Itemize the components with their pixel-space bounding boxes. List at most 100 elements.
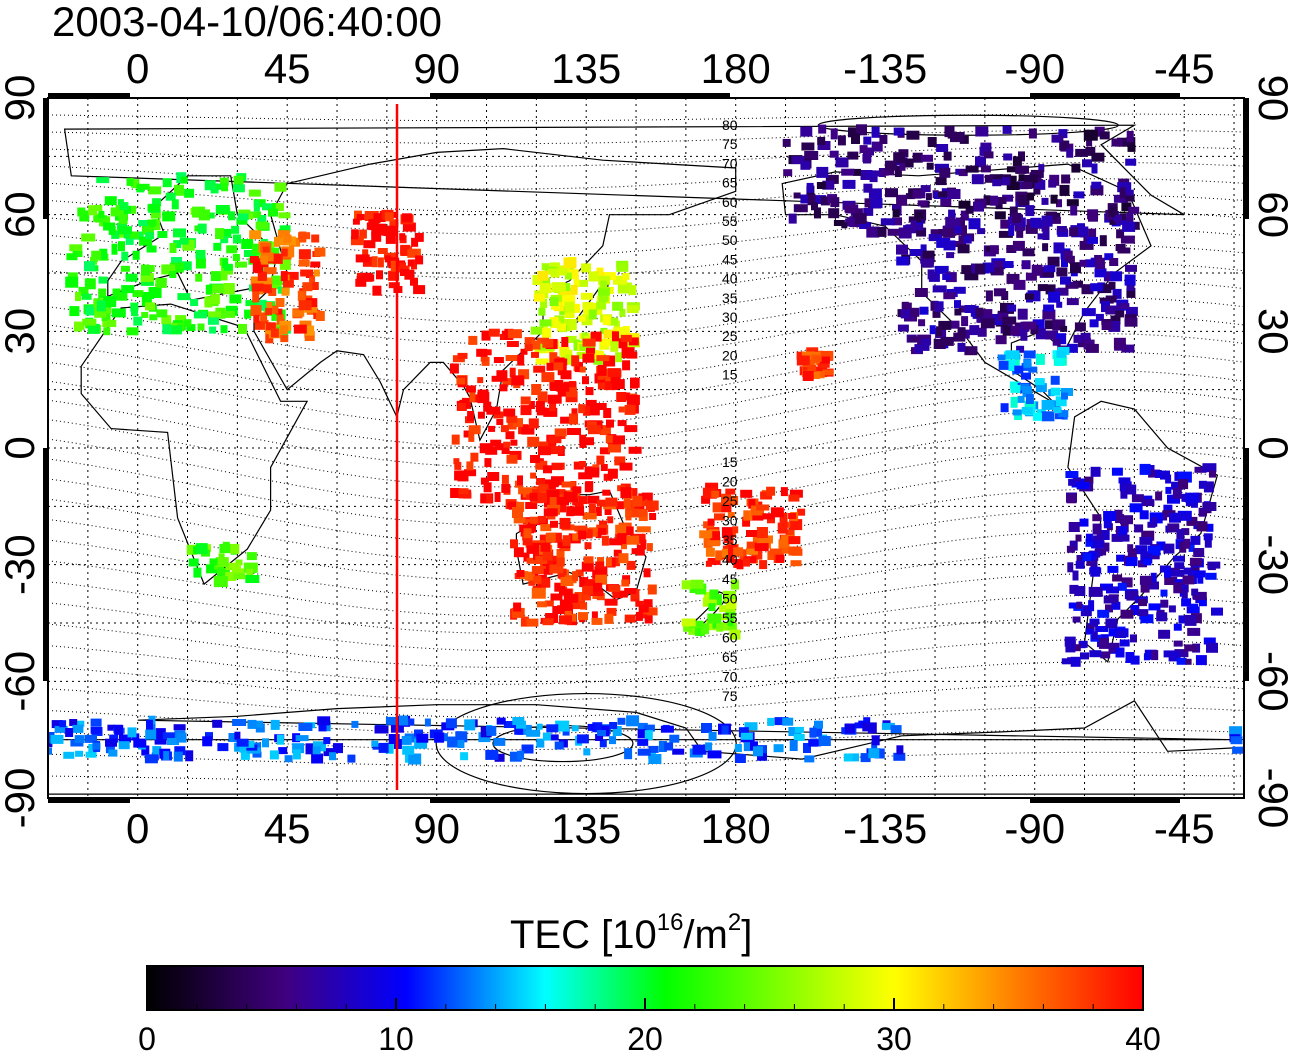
tec-cell xyxy=(1118,526,1128,537)
tec-cell xyxy=(568,415,576,424)
tec-cell xyxy=(1173,582,1183,594)
tec-cell xyxy=(229,294,242,304)
tec-cell xyxy=(1079,518,1089,527)
tec-cell xyxy=(1088,600,1095,612)
tec-cell xyxy=(512,717,525,725)
tec-cell xyxy=(210,271,221,282)
tec-cell xyxy=(644,615,653,624)
axis-bar xyxy=(1030,798,1180,803)
tec-cell xyxy=(526,618,539,627)
tec-cell xyxy=(1158,629,1171,639)
tec-cell xyxy=(152,198,162,207)
tec-cell xyxy=(844,206,855,213)
tec-cell xyxy=(1073,334,1083,343)
tec-cell xyxy=(173,228,186,238)
tec-cell xyxy=(867,170,875,178)
tec-cell xyxy=(1035,182,1043,189)
tec-cell xyxy=(399,233,406,241)
tec-cell xyxy=(376,223,387,233)
tec-cell xyxy=(1061,259,1068,267)
tec-cell xyxy=(789,519,803,531)
tec-cell xyxy=(916,227,927,237)
tec-cell xyxy=(582,585,594,595)
mag-lat-label: 15 xyxy=(722,454,738,470)
tec-data-cells xyxy=(48,124,1244,765)
tec-cell xyxy=(870,198,883,209)
tec-cell xyxy=(1127,544,1134,553)
tec-cell xyxy=(1095,626,1109,632)
tec-cell xyxy=(1053,242,1065,254)
tec-cell xyxy=(940,336,954,346)
tec-cell xyxy=(74,321,85,330)
tec-cell xyxy=(1156,612,1168,622)
tec-cell xyxy=(560,416,571,424)
axis-bar xyxy=(43,448,48,681)
tec-cell xyxy=(236,217,248,225)
tec-cell xyxy=(407,249,418,258)
tec-cell xyxy=(1198,507,1207,517)
tec-cell xyxy=(414,232,424,242)
tec-cell xyxy=(1147,545,1161,556)
tec-cell xyxy=(779,512,788,523)
tec-cell xyxy=(1085,533,1093,542)
tec-cell xyxy=(538,484,549,493)
tec-cell xyxy=(173,751,183,762)
lon-tick-label: 180 xyxy=(701,805,771,852)
tec-cell xyxy=(1117,247,1131,254)
tec-cell xyxy=(262,284,272,294)
tec-cell xyxy=(1119,187,1126,199)
tec-cell xyxy=(1028,366,1038,373)
tec-cell xyxy=(788,513,797,519)
colorbar-tick-label: 10 xyxy=(378,1021,414,1057)
tec-cell xyxy=(1078,641,1086,649)
tec-cell xyxy=(849,753,859,762)
tec-cell xyxy=(879,135,888,144)
tec-cell xyxy=(85,751,97,758)
tec-cell xyxy=(997,354,1006,361)
tec-cell xyxy=(467,411,475,421)
tec-cell xyxy=(1059,140,1070,151)
tec-cell xyxy=(1103,542,1110,552)
tec-cell xyxy=(174,746,186,756)
tec-cell xyxy=(595,507,602,516)
tec-cell xyxy=(520,616,529,627)
tec-cell xyxy=(705,742,713,751)
tec-cell xyxy=(526,542,541,554)
tec-cell xyxy=(1021,406,1033,414)
tec-cell xyxy=(722,590,736,601)
tec-cell xyxy=(774,717,789,726)
tec-cell xyxy=(496,419,504,425)
tec-cell xyxy=(517,724,532,735)
tec-cell xyxy=(1090,466,1101,477)
tec-cell xyxy=(793,192,801,199)
tec-cell xyxy=(1075,534,1082,542)
tec-cell xyxy=(298,249,311,260)
tec-cell xyxy=(198,209,210,221)
tec-cell xyxy=(543,508,558,517)
tec-cell xyxy=(1006,166,1016,173)
tec-cell xyxy=(131,308,138,317)
tec-cell xyxy=(506,454,518,464)
tec-cell xyxy=(1061,392,1068,400)
tec-cell xyxy=(716,623,724,632)
tec-cell xyxy=(1058,410,1069,418)
lon-tick-label: -45 xyxy=(1154,45,1215,92)
tec-cell xyxy=(1121,202,1132,212)
tec-cell xyxy=(469,392,476,403)
tec-cell xyxy=(526,557,538,564)
tec-cell xyxy=(631,548,643,555)
tec-cell xyxy=(1115,310,1125,318)
tec-cell xyxy=(404,269,415,280)
tec-cell xyxy=(948,320,960,329)
tec-cell xyxy=(725,606,736,617)
tec-cell xyxy=(796,355,810,366)
tec-cell xyxy=(954,241,967,247)
tec-cell xyxy=(918,319,926,327)
tec-cell xyxy=(219,228,232,238)
tec-cell xyxy=(563,283,571,292)
tec-cell xyxy=(275,203,284,212)
tec-cell xyxy=(536,723,543,730)
tec-cell xyxy=(125,233,134,245)
tec-cell xyxy=(793,204,808,213)
